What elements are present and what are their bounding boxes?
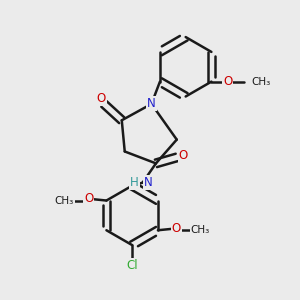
Text: O: O xyxy=(179,149,188,162)
Text: N: N xyxy=(144,176,153,189)
Text: Cl: Cl xyxy=(126,260,138,272)
Text: O: O xyxy=(84,192,93,205)
Text: O: O xyxy=(223,75,232,88)
Text: O: O xyxy=(172,222,181,235)
Text: H: H xyxy=(130,176,139,189)
Text: CH₃: CH₃ xyxy=(251,76,271,87)
Text: O: O xyxy=(96,92,106,105)
Text: N: N xyxy=(147,98,156,110)
Text: CH₃: CH₃ xyxy=(55,196,74,206)
Text: CH₃: CH₃ xyxy=(190,225,210,235)
